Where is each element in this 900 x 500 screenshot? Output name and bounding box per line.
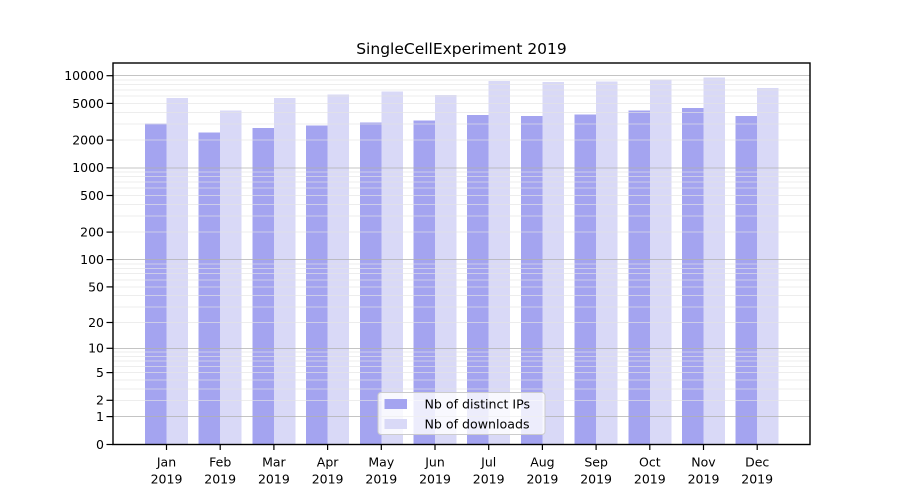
x-tick-label-year: 2019 bbox=[473, 472, 505, 487]
x-tick-label-year: 2019 bbox=[151, 472, 183, 487]
y-tick-label-2: 2 bbox=[96, 393, 104, 408]
legend-box bbox=[377, 392, 546, 435]
y-tick-label-500: 500 bbox=[80, 188, 104, 203]
x-tick-label-year: 2019 bbox=[204, 472, 236, 487]
legend-swatch-downloads bbox=[384, 419, 407, 429]
x-tick-label-year: 2019 bbox=[419, 472, 451, 487]
x-tick-label-year: 2019 bbox=[312, 472, 344, 487]
y-tick-label-2000: 2000 bbox=[72, 133, 104, 148]
bar-downloads-sep bbox=[596, 81, 618, 445]
x-tick-label-month-nov: Nov bbox=[691, 455, 716, 470]
y-tick-label-10: 10 bbox=[88, 341, 104, 356]
bar-distinct-ips-jan bbox=[145, 123, 167, 445]
x-tick-label-year: 2019 bbox=[580, 472, 612, 487]
bar-downloads-jan bbox=[166, 98, 188, 445]
y-tick-label-200: 200 bbox=[80, 225, 104, 240]
x-tick-label-month-jul: Jul bbox=[480, 455, 496, 470]
bar-downloads-mar bbox=[273, 98, 296, 445]
x-tick-label-month-sep: Sep bbox=[584, 455, 608, 470]
legend-label-downloads: Nb of downloads bbox=[425, 417, 530, 432]
bar-downloads-jul bbox=[488, 81, 511, 445]
bar-distinct-ips-jun bbox=[413, 120, 435, 445]
x-tick-label-month-apr: Apr bbox=[317, 455, 339, 470]
x-tick-label-year: 2019 bbox=[634, 472, 666, 487]
bar-distinct-ips-oct bbox=[628, 110, 650, 445]
bar-distinct-ips-apr bbox=[306, 125, 328, 445]
x-tick-label-month-may: May bbox=[368, 455, 394, 470]
x-tick-label-month-feb: Feb bbox=[209, 455, 231, 470]
y-tick-label-10000: 10000 bbox=[64, 68, 104, 83]
x-tick-label-month-dec: Dec bbox=[745, 455, 769, 470]
y-tick-label-1000: 1000 bbox=[72, 160, 104, 175]
bar-distinct-ips-feb bbox=[198, 132, 221, 445]
x-tick-label-year: 2019 bbox=[688, 472, 720, 487]
x-tick-label-month-oct: Oct bbox=[639, 455, 661, 470]
bar-downloads-feb bbox=[220, 110, 242, 445]
bar-downloads-nov bbox=[703, 77, 725, 445]
y-tick-label-20: 20 bbox=[88, 315, 104, 330]
y-tick-label-1: 1 bbox=[96, 409, 104, 424]
bar-distinct-ips-may bbox=[359, 122, 382, 445]
chart-title: SingleCellExperiment 2019 bbox=[356, 40, 567, 58]
x-tick-label-year: 2019 bbox=[365, 472, 397, 487]
bar-downloads-aug bbox=[542, 82, 564, 445]
bar-downloads-dec bbox=[757, 88, 779, 445]
y-tick-label-5: 5 bbox=[96, 365, 104, 380]
plot-frame bbox=[112, 62, 811, 446]
bar-distinct-ips-nov bbox=[682, 108, 704, 445]
y-tick-label-0: 0 bbox=[96, 437, 104, 452]
x-tick-label-month-aug: Aug bbox=[530, 455, 554, 470]
x-tick-label-month-mar: Mar bbox=[262, 455, 286, 470]
legend-swatch-distinct-ips bbox=[384, 399, 407, 409]
bar-distinct-ips-mar bbox=[252, 127, 274, 445]
x-tick-label-month-jun: Jun bbox=[424, 455, 445, 470]
y-tick-label-50: 50 bbox=[88, 279, 104, 294]
x-tick-label-year: 2019 bbox=[258, 472, 290, 487]
bar-downloads-apr bbox=[327, 94, 350, 445]
bar-downloads-oct bbox=[649, 79, 672, 445]
legend-label-distinct-ips: Nb of distinct IPs bbox=[425, 397, 531, 412]
x-tick-label-month-jan: Jan bbox=[156, 455, 176, 470]
y-tick-label-5000: 5000 bbox=[72, 96, 104, 111]
y-tick-label-100: 100 bbox=[80, 252, 104, 267]
x-tick-label-year: 2019 bbox=[526, 472, 558, 487]
x-tick-label-year: 2019 bbox=[741, 472, 773, 487]
